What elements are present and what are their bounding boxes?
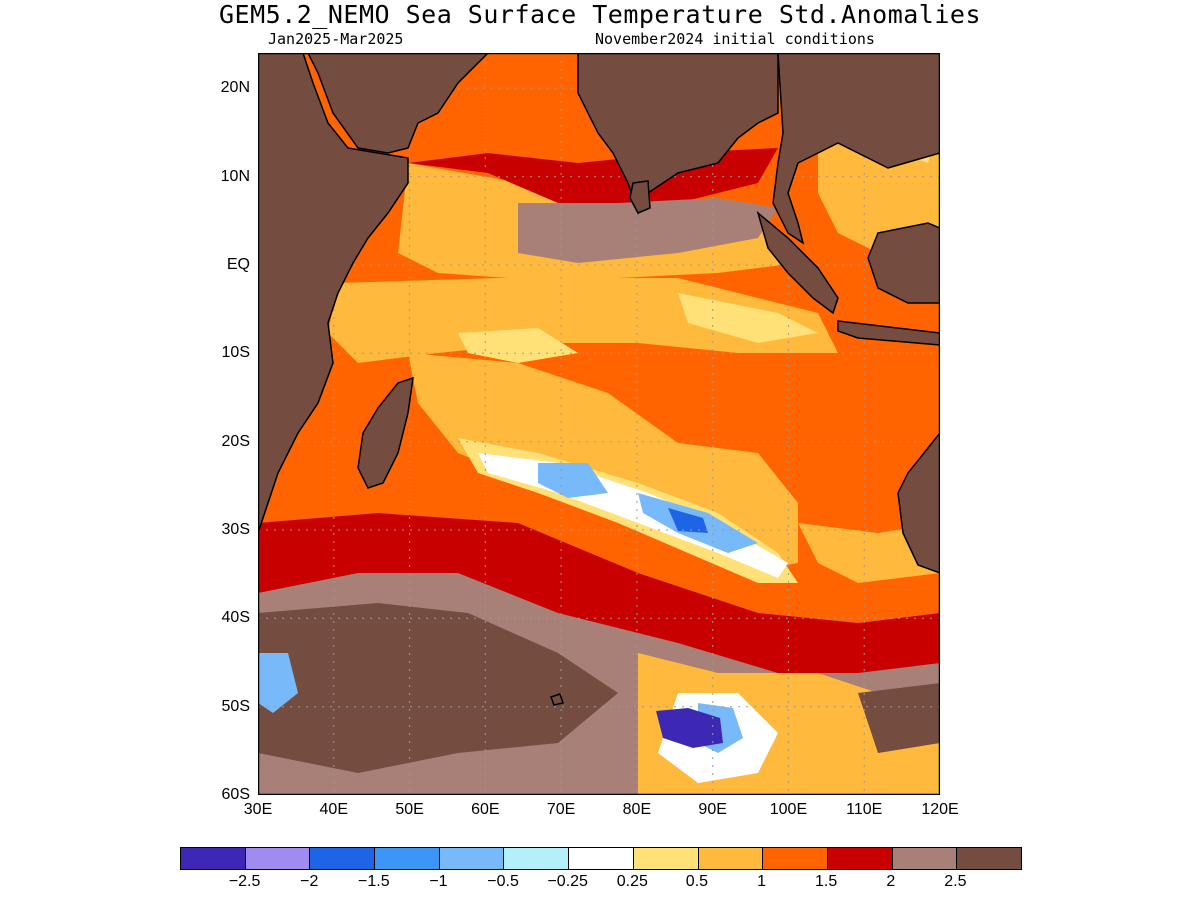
colorbar bbox=[180, 847, 1022, 870]
lat-tick-label: 60S bbox=[200, 786, 250, 804]
map-canvas bbox=[258, 53, 940, 795]
colorbar-tick-label: −2 bbox=[300, 873, 318, 891]
colorbar-tick-label: −1 bbox=[429, 873, 447, 891]
colorbar-tick-label: −1.5 bbox=[358, 873, 390, 891]
colorbar-swatch bbox=[763, 848, 828, 869]
colorbar-tick-label: 1.5 bbox=[815, 873, 837, 891]
lon-tick-label: 80E bbox=[623, 801, 651, 819]
colorbar-swatch bbox=[310, 848, 375, 869]
lon-tick-label: 100E bbox=[770, 801, 807, 819]
colorbar-swatch bbox=[504, 848, 569, 869]
colorbar-swatch bbox=[246, 848, 311, 869]
lat-tick-label: 10S bbox=[200, 344, 250, 362]
lat-tick-label: 50S bbox=[200, 698, 250, 716]
lon-tick-label: 120E bbox=[921, 801, 958, 819]
colorbar-swatch bbox=[440, 848, 505, 869]
colorbar-tick-label: −0.5 bbox=[487, 873, 519, 891]
kerguelen-land bbox=[551, 694, 563, 705]
lon-tick-label: 110E bbox=[846, 801, 882, 819]
colorbar-tick-label: 2.5 bbox=[944, 873, 966, 891]
colorbar-swatch bbox=[181, 848, 246, 869]
colorbar-tick-label: −0.25 bbox=[547, 873, 587, 891]
colorbar-swatch bbox=[634, 848, 699, 869]
colorbar-swatch bbox=[957, 848, 1021, 869]
lat-tick-label: EQ bbox=[200, 256, 250, 274]
lat-tick-label: 20S bbox=[200, 433, 250, 451]
lon-tick-label: 70E bbox=[547, 801, 575, 819]
forecast-period: Jan2025-Mar2025 bbox=[268, 30, 403, 48]
lon-tick-label: 90E bbox=[698, 801, 726, 819]
colorbar-swatch bbox=[375, 848, 440, 869]
colorbar-swatch bbox=[569, 848, 634, 869]
lat-tick-label: 20N bbox=[200, 79, 250, 97]
initial-conditions: November2024 initial conditions bbox=[595, 30, 875, 48]
lon-tick-label: 40E bbox=[320, 801, 348, 819]
lon-tick-label: 30E bbox=[244, 801, 272, 819]
colorbar-tick-label: 0.5 bbox=[686, 873, 708, 891]
colorbar-swatch bbox=[699, 848, 764, 869]
colorbar-tick-label: 2 bbox=[886, 873, 895, 891]
colorbar-swatch bbox=[828, 848, 893, 869]
lon-tick-label: 60E bbox=[471, 801, 499, 819]
colorbar-swatch bbox=[893, 848, 958, 869]
lat-tick-label: 30S bbox=[200, 521, 250, 539]
lat-tick-label: 40S bbox=[200, 609, 250, 627]
colorbar-tick-label: 0.25 bbox=[617, 873, 648, 891]
lat-tick-label: 10N bbox=[200, 168, 250, 186]
colorbar-tick-label: 1 bbox=[757, 873, 766, 891]
colorbar-tick-label: −2.5 bbox=[229, 873, 261, 891]
lon-tick-label: 50E bbox=[395, 801, 423, 819]
sst-anomaly-map bbox=[258, 53, 940, 795]
map-title: GEM5.2_NEMO Sea Surface Temperature Std.… bbox=[0, 0, 1200, 29]
